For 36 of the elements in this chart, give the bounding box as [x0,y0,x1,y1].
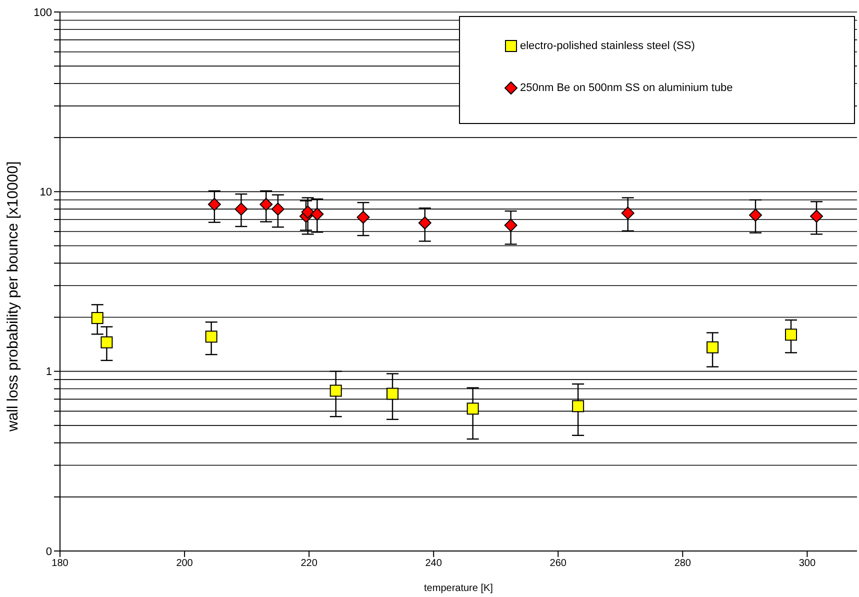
y-tick-label: 10 [40,186,52,199]
point [418,216,432,230]
point [785,328,797,341]
y-axis-title: wall loss probability per bounce [x10000] [4,161,22,432]
point [208,198,221,211]
point [260,198,273,211]
x-tick-label: 240 [425,558,442,570]
point [504,218,518,232]
point [466,402,479,415]
legend-label: 250nm Be on 500nm SS on aluminium tube [520,82,733,94]
x-tick-label: 260 [550,558,567,570]
x-tick-label: 200 [176,558,194,570]
point [386,388,398,400]
point [310,208,324,221]
point [234,202,248,216]
point [100,336,113,348]
x-tick-label: 220 [300,558,318,570]
y-tick-label: 1 [46,366,52,378]
x-axis-title: temperature [K] [424,583,494,594]
point [749,208,762,222]
point [356,210,370,224]
x-tick-label: 280 [674,558,692,570]
point [621,206,634,220]
point [271,202,284,216]
y-tick-label: 0 [46,546,52,558]
point [810,210,824,223]
point [572,400,584,412]
point [706,341,719,354]
point [91,312,104,324]
y-tick-label: 100 [34,6,52,19]
x-tick-label: 180 [52,558,69,570]
legend-label: electro-polished stainless steel (SS) [520,40,695,52]
point [205,330,218,343]
x-tick-label: 300 [798,558,816,570]
point [301,206,314,219]
point [330,384,342,397]
